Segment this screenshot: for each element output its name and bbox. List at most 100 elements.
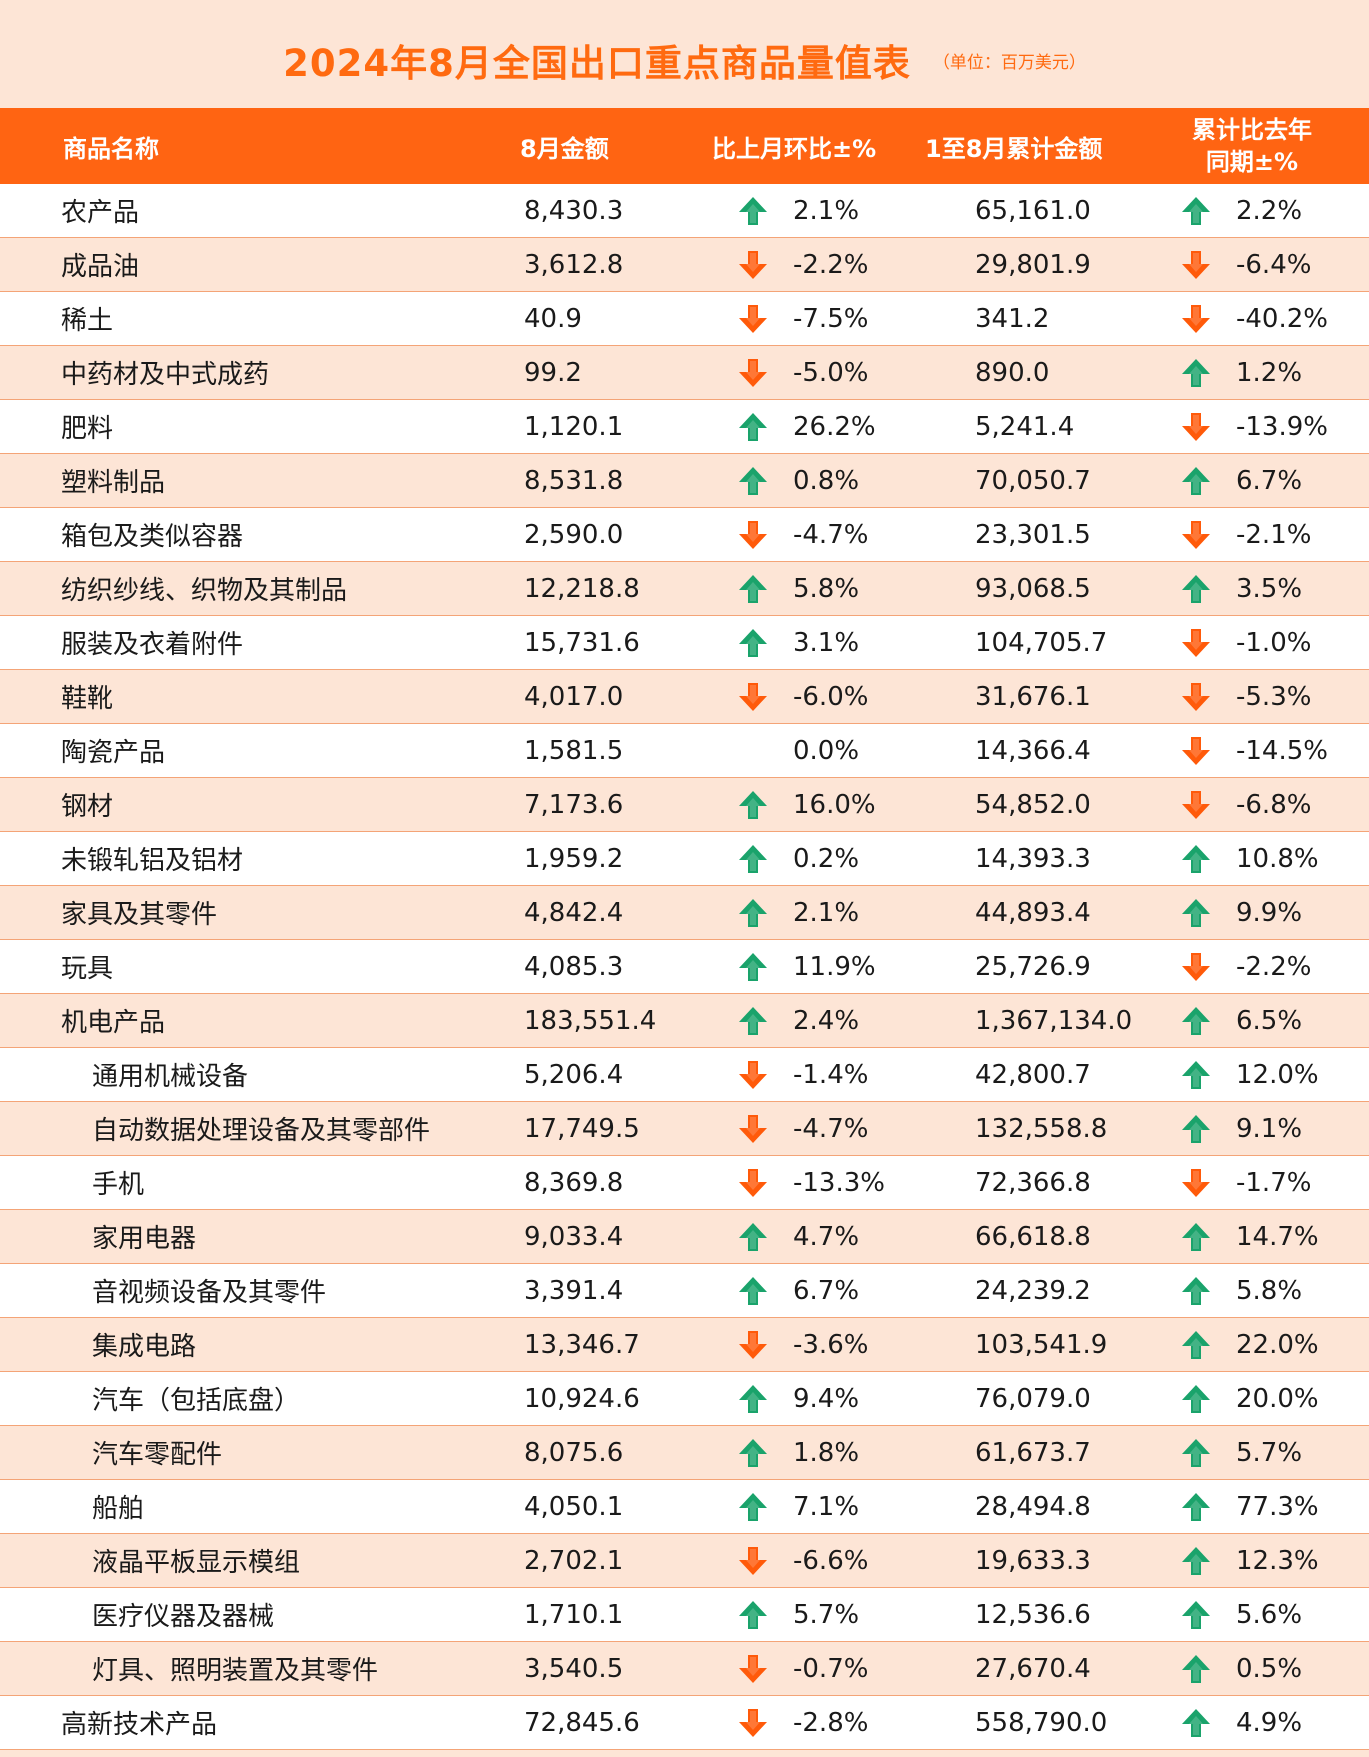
row-amount: 99.2 <box>524 357 582 388</box>
arrow-down-icon <box>1180 400 1212 453</box>
row-cumulative: 14,393.3 <box>975 843 1091 874</box>
arrow-up-icon <box>1180 1048 1212 1101</box>
table-row: 通用机械设备 5,206.4 -1.4% 42,800.7 12.0% <box>0 1048 1369 1102</box>
arrow-up-icon <box>1180 1102 1212 1155</box>
row-amount: 4,017.0 <box>524 681 624 712</box>
row-amount: 1,710.1 <box>524 1599 624 1630</box>
arrow-up-icon <box>1180 1480 1212 1533</box>
row-amount: 4,085.3 <box>524 951 624 982</box>
row-cumulative: 76,079.0 <box>975 1383 1091 1414</box>
row-amount: 7,173.6 <box>524 789 624 820</box>
arrow-up-icon <box>737 1588 769 1641</box>
row-amount: 5,206.4 <box>524 1059 624 1090</box>
row-name: 高新技术产品 <box>61 1710 218 1740</box>
row-name: 机电产品 <box>61 1008 166 1038</box>
row-yoy: 10.8% <box>1236 843 1319 874</box>
row-name: 汽车零配件 <box>92 1440 223 1470</box>
row-name: 陶瓷产品 <box>61 738 166 768</box>
header-yoy-line1: 累计比去年 <box>1192 116 1312 144</box>
table-row: 高新技术产品 72,845.6 -2.8% 558,790.0 4.9% <box>0 1696 1369 1750</box>
arrow-down-icon <box>737 508 769 561</box>
row-name: 集成电路 <box>92 1332 197 1362</box>
arrow-up-icon <box>737 832 769 885</box>
row-mom: 11.9% <box>793 951 876 982</box>
table-row: 家具及其零件 4,842.4 2.1% 44,893.4 9.9% <box>0 886 1369 940</box>
row-yoy: 1.2% <box>1236 357 1303 388</box>
table-body: 农产品 8,430.3 2.1% 65,161.0 2.2% 成品油 3,612.8 -2.2… <box>0 184 1369 1750</box>
arrow-down-icon <box>737 238 769 291</box>
row-cumulative: 27,670.4 <box>975 1653 1091 1684</box>
row-mom: 2.1% <box>793 897 860 928</box>
table-row: 钢材 7,173.6 16.0% 54,852.0 -6.8% <box>0 778 1369 832</box>
row-mom: -6.6% <box>793 1545 869 1576</box>
row-name: 灯具、照明装置及其零件 <box>92 1656 379 1686</box>
arrow-down-icon <box>737 1318 769 1371</box>
row-name: 手机 <box>92 1170 145 1200</box>
row-yoy: 5.8% <box>1236 1275 1303 1306</box>
row-yoy: 0.5% <box>1236 1653 1303 1684</box>
arrow-down-icon <box>1180 724 1212 777</box>
row-mom: 0.0% <box>793 735 860 766</box>
arrow-up-icon <box>737 400 769 453</box>
row-amount: 2,590.0 <box>524 519 624 550</box>
row-name: 通用机械设备 <box>92 1062 249 1092</box>
row-name: 自动数据处理设备及其零部件 <box>92 1116 431 1146</box>
table-row: 鞋靴 4,017.0 -6.0% 31,676.1 -5.3% <box>0 670 1369 724</box>
row-name: 钢材 <box>61 792 114 822</box>
arrow-down-icon <box>737 1642 769 1695</box>
row-amount: 3,391.4 <box>524 1275 624 1306</box>
row-name: 箱包及类似容器 <box>61 522 244 552</box>
row-yoy: 9.9% <box>1236 897 1303 928</box>
row-name: 农产品 <box>61 198 140 228</box>
row-cumulative: 132,558.8 <box>975 1113 1108 1144</box>
row-mom: -6.0% <box>793 681 869 712</box>
row-name: 家用电器 <box>92 1224 197 1254</box>
arrow-down-icon <box>1180 778 1212 831</box>
row-name: 家具及其零件 <box>61 900 218 930</box>
row-mom: -2.8% <box>793 1707 869 1738</box>
row-name: 未锻轧铝及铝材 <box>61 846 244 876</box>
row-yoy: -5.3% <box>1236 681 1312 712</box>
row-amount: 183,551.4 <box>524 1005 657 1036</box>
row-cumulative: 14,366.4 <box>975 735 1091 766</box>
row-mom: 0.2% <box>793 843 860 874</box>
arrow-up-icon <box>1180 1372 1212 1425</box>
row-mom: 9.4% <box>793 1383 860 1414</box>
table-row: 陶瓷产品 1,581.5 0.0% 14,366.4 -14.5% <box>0 724 1369 778</box>
row-yoy: 14.7% <box>1236 1221 1319 1252</box>
row-cumulative: 25,726.9 <box>975 951 1091 982</box>
arrow-down-icon <box>737 346 769 399</box>
row-yoy: 3.5% <box>1236 573 1303 604</box>
row-amount: 72,845.6 <box>524 1707 640 1738</box>
row-mom: -5.0% <box>793 357 869 388</box>
row-cumulative: 66,618.8 <box>975 1221 1091 1252</box>
row-mom: 7.1% <box>793 1491 860 1522</box>
row-mom: 3.1% <box>793 627 860 658</box>
row-amount: 40.9 <box>524 303 582 334</box>
row-mom: -3.6% <box>793 1329 869 1360</box>
row-yoy: 77.3% <box>1236 1491 1319 1522</box>
arrow-down-icon <box>1180 508 1212 561</box>
table-row: 音视频设备及其零件 3,391.4 6.7% 24,239.2 5.8% <box>0 1264 1369 1318</box>
row-mom: -13.3% <box>793 1167 885 1198</box>
row-cumulative: 24,239.2 <box>975 1275 1091 1306</box>
table-row: 船舶 4,050.1 7.1% 28,494.8 77.3% <box>0 1480 1369 1534</box>
page-title: 2024年8月全国出口重点商品量值表 <box>283 42 911 85</box>
row-amount: 13,346.7 <box>524 1329 640 1360</box>
row-amount: 12,218.8 <box>524 573 640 604</box>
row-cumulative: 19,633.3 <box>975 1545 1091 1576</box>
row-yoy: 5.6% <box>1236 1599 1303 1630</box>
header-amount: 8月金额 <box>520 134 609 163</box>
arrow-up-icon <box>737 616 769 669</box>
arrow-up-icon <box>737 454 769 507</box>
row-name: 塑料制品 <box>61 468 166 498</box>
table-row: 汽车零配件 8,075.6 1.8% 61,673.7 5.7% <box>0 1426 1369 1480</box>
arrow-up-icon <box>737 1426 769 1479</box>
row-cumulative: 65,161.0 <box>975 195 1091 226</box>
table-row: 箱包及类似容器 2,590.0 -4.7% 23,301.5 -2.1% <box>0 508 1369 562</box>
row-name: 纺织纱线、织物及其制品 <box>61 576 348 606</box>
row-amount: 8,369.8 <box>524 1167 624 1198</box>
row-cumulative: 890.0 <box>975 357 1050 388</box>
arrow-down-icon <box>737 670 769 723</box>
table-row: 肥料 1,120.1 26.2% 5,241.4 -13.9% <box>0 400 1369 454</box>
